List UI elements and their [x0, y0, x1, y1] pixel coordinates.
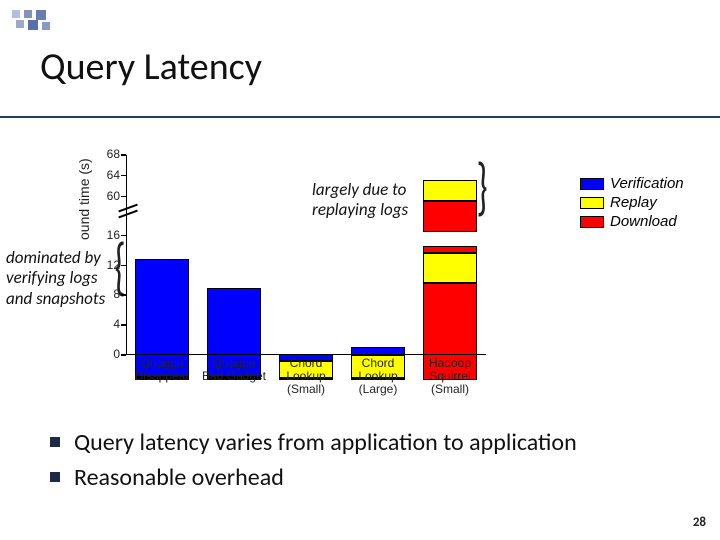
slide-title: Query Latency [40, 44, 262, 90]
y-tick: 12 [96, 258, 120, 272]
y-tick: 8 [96, 287, 120, 301]
y-tick: 4 [96, 317, 120, 331]
bullet-marker [50, 472, 60, 482]
legend-swatch [580, 178, 604, 190]
chart: 0481216606468QuaggaDisappearQuaggaBad.Ga… [96, 155, 486, 380]
y-tick: 64 [96, 168, 120, 182]
slide-corner-deco [12, 10, 92, 38]
legend: Verification Replay Download [580, 175, 684, 232]
x-tick-label: QuaggaBad.Gadget [199, 357, 269, 383]
legend-item: Download [580, 213, 684, 230]
x-tick-label: ChordLookup(Small) [271, 357, 341, 397]
legend-item: Verification [580, 175, 684, 192]
x-tick-label: QuaggaDisappear [127, 357, 197, 383]
y-tick: 68 [96, 147, 120, 161]
y-tick: 16 [96, 228, 120, 242]
bullet-item: Query latency varies from application to… [50, 428, 577, 457]
plot-area [126, 155, 486, 355]
x-tick-label: HadoopSquirrel(Small) [415, 357, 485, 397]
title-rule [0, 116, 720, 118]
legend-swatch [580, 197, 604, 209]
bullet-marker [50, 437, 60, 447]
legend-swatch [580, 216, 604, 228]
x-tick-label: ChordLookup(Large) [343, 357, 413, 397]
y-tick: 0 [96, 347, 120, 361]
y-axis-label: ound time (s) [76, 158, 92, 240]
y-tick: 60 [96, 189, 120, 203]
page-number: 28 [693, 515, 706, 530]
legend-item: Replay [580, 194, 684, 211]
bullet-list: Query latency varies from application to… [50, 428, 577, 498]
bullet-item: Reasonable overhead [50, 463, 577, 492]
